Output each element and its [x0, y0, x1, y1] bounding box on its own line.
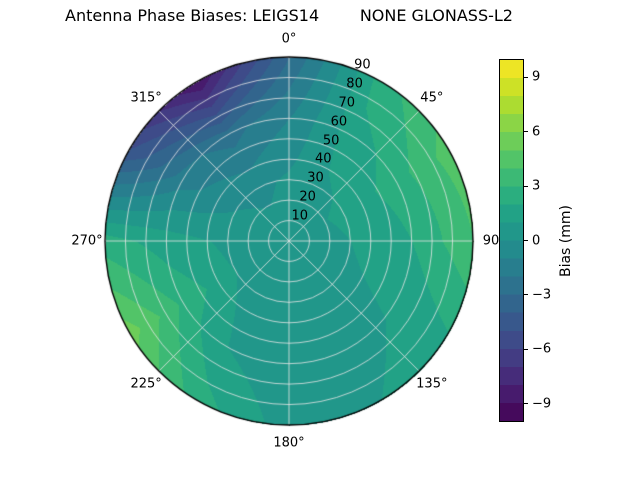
- angular-label-180: 180°: [273, 435, 305, 451]
- radial-tick-label-80: 80: [346, 76, 363, 92]
- colorbar-tick-label--9: −9: [532, 396, 552, 412]
- angular-label-135: 135°: [416, 376, 448, 392]
- angular-label-270: 270°: [71, 233, 103, 249]
- colorbar-tick-label-6: 6: [532, 124, 541, 140]
- angular-label-225: 225°: [130, 376, 162, 392]
- colorbar-tick-label-0: 0: [532, 233, 541, 248]
- colorbar-tick-label-9: 9: [532, 69, 541, 85]
- colorbar-tick-mark-3: [524, 185, 528, 187]
- angular-label-315: 315°: [130, 90, 162, 106]
- radial-tick-label-90: 90: [354, 57, 371, 73]
- radial-tick-label-70: 70: [338, 95, 356, 111]
- colorbar-tick-mark-6: [524, 131, 528, 133]
- radial-tick-label-50: 50: [322, 133, 340, 149]
- colorbar-tick-mark--9: [524, 403, 528, 405]
- colorbar-tick-mark-0: [524, 240, 528, 241]
- radial-tick-label-20: 20: [299, 189, 316, 205]
- colorbar-tick-mark-9: [524, 76, 528, 78]
- colorbar-tick-label-3: 3: [532, 178, 541, 194]
- radial-tick-label-10: 10: [291, 208, 309, 224]
- angular-label-45: 45°: [420, 90, 444, 106]
- angular-label-0: 0°: [281, 31, 297, 47]
- colorbar-tick-mark--3: [524, 294, 528, 296]
- radial-tick-label-30: 30: [307, 170, 324, 186]
- colorbar-tick-mark--6: [524, 348, 528, 350]
- radial-tick-label-40: 40: [315, 151, 332, 167]
- colorbar-tick-label--6: −6: [532, 341, 552, 357]
- colorbar-gradient: [499, 59, 524, 422]
- colorbar-axis-label: Bias (mm): [558, 204, 574, 277]
- colorbar-tick-label--3: −3: [532, 287, 552, 303]
- radial-tick-label-60: 60: [330, 114, 348, 130]
- angular-label-90: 90: [482, 233, 500, 249]
